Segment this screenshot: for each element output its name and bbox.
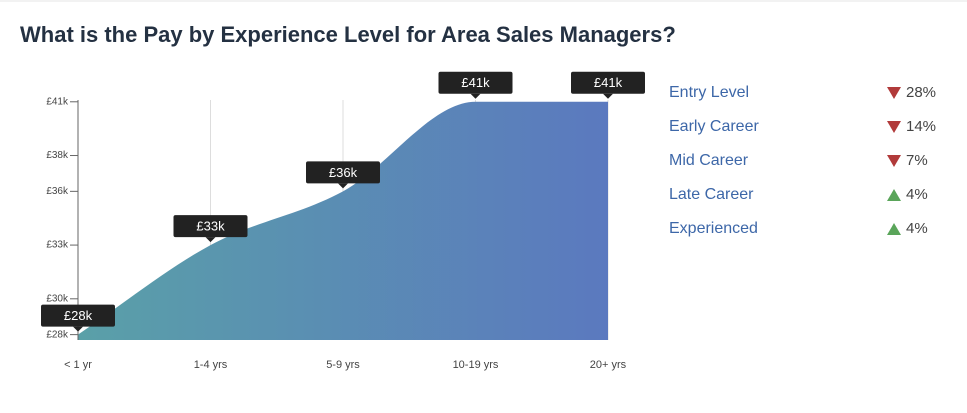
tooltip-pointer: [338, 183, 348, 189]
value-tooltip: £41k: [571, 71, 645, 99]
tooltip-pointer: [205, 237, 216, 243]
value-label: £28k: [64, 308, 93, 323]
tooltip-pointer: [73, 326, 83, 332]
x-tick-label: < 1 yr: [64, 359, 92, 371]
value-tooltip: £28k: [41, 304, 115, 332]
tooltip-box: [173, 215, 248, 238]
tooltip-pointer: [603, 93, 613, 99]
level-change: 28%: [906, 84, 936, 101]
level-change: 7%: [906, 152, 928, 169]
y-tick-label: £41k: [46, 96, 69, 107]
value-label: £41k: [594, 75, 623, 90]
arrow-down: [887, 121, 901, 133]
tooltip-box: [306, 161, 380, 184]
value-tooltip: £41k: [438, 71, 513, 99]
tooltip-box: [571, 71, 645, 94]
y-tick-label: £28k: [46, 329, 69, 340]
y-tick-label: £30k: [46, 293, 69, 304]
level-change: 4%: [906, 186, 928, 203]
x-tick-label: 1-4 yrs: [194, 359, 228, 371]
tooltip-box: [41, 304, 115, 327]
level-change: 14%: [906, 118, 936, 135]
y-tick-label: £33k: [46, 240, 69, 251]
y-tick-label: £36k: [46, 186, 69, 197]
value-label: £36k: [329, 165, 358, 180]
value-tooltip: £36k: [306, 161, 380, 189]
arrow-down: [887, 87, 901, 99]
level-change: 4%: [906, 220, 928, 237]
arrow-up: [887, 189, 901, 201]
level-label: Early Career: [669, 118, 759, 135]
x-tick-label: 10-19 yrs: [453, 359, 499, 371]
level-label: Experienced: [669, 220, 758, 237]
x-tick-label: 20+ yrs: [590, 359, 627, 371]
area: [78, 101, 608, 340]
level-label: Entry Level: [669, 84, 749, 101]
page-title: What is the Pay by Experience Level for …: [20, 22, 676, 47]
level-label: Mid Career: [669, 152, 749, 169]
arrow-down: [887, 155, 901, 167]
level-label: Late Career: [669, 186, 754, 203]
x-tick-label: 5-9 yrs: [326, 359, 360, 371]
value-label: £33k: [196, 219, 225, 234]
tooltip-pointer: [470, 93, 481, 99]
value-label: £41k: [461, 75, 490, 90]
arrow-up: [887, 223, 901, 235]
value-tooltip: £33k: [173, 215, 248, 243]
tooltip-box: [438, 71, 513, 94]
y-tick-label: £38k: [46, 150, 69, 161]
